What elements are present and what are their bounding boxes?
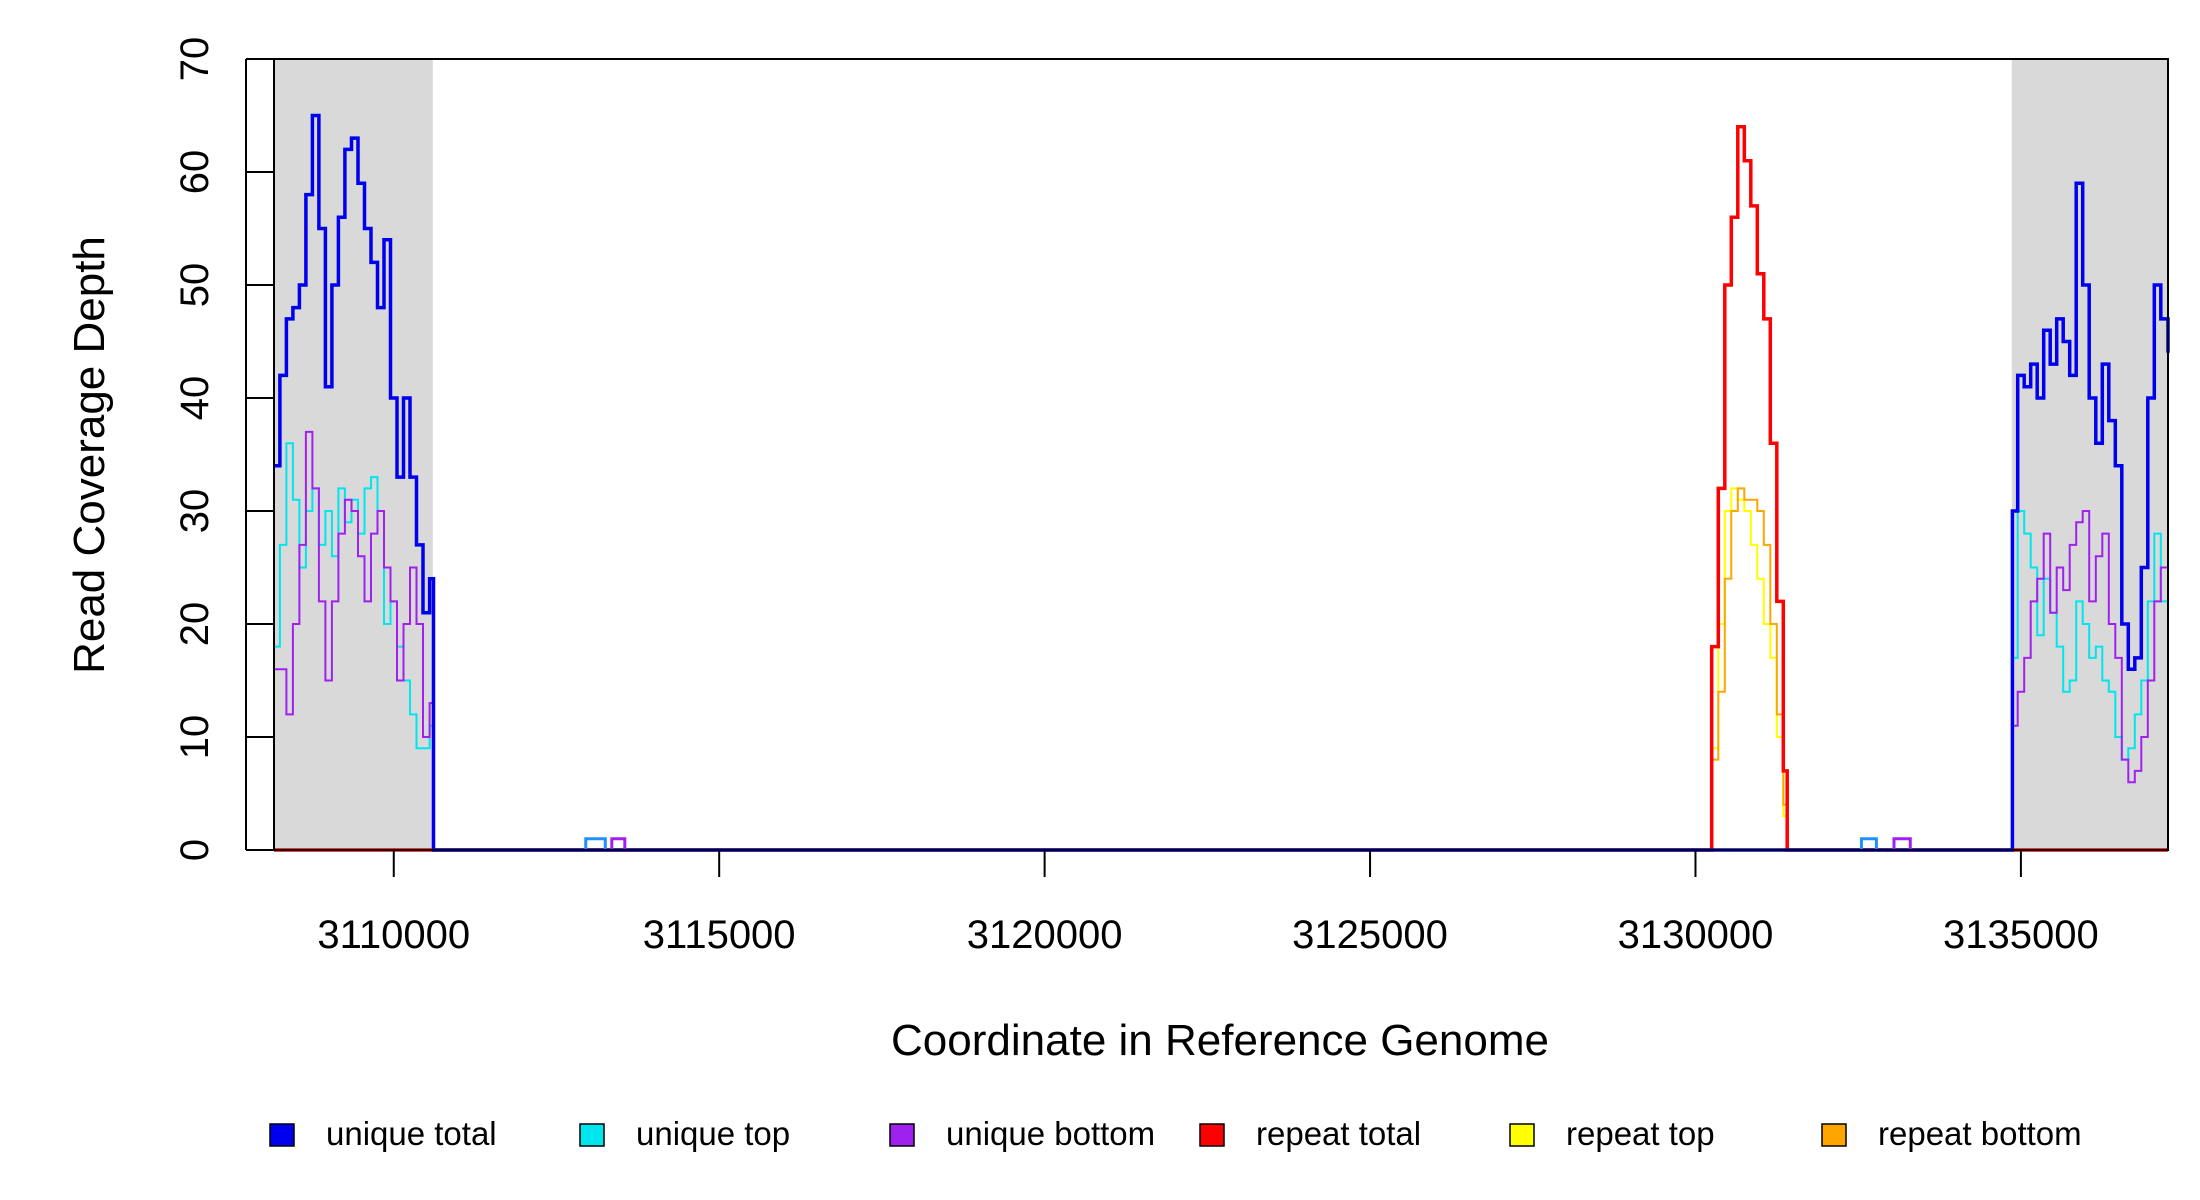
legend-item-unique-total: unique total (269, 1115, 497, 1152)
series-repeat-top (274, 487, 2168, 851)
shaded-region-2 (2011, 59, 2168, 850)
minor-feature-4 (1892, 837, 1912, 850)
legend-swatch (1821, 1123, 1847, 1147)
shaded-region-1 (274, 59, 433, 850)
y-tick-label-50: 50 (173, 263, 217, 308)
series-repeat-bottom (274, 487, 2168, 851)
legend: unique total unique top unique bottom repea… (269, 1115, 2082, 1152)
x-tick-label-3135000: 3135000 (1943, 913, 2099, 957)
minor-features (584, 837, 1912, 850)
legend-item-repeat-top: repeat top (1509, 1115, 1715, 1152)
legend-label: repeat total (1256, 1115, 1421, 1152)
x-axis-title: Coordinate in Reference Genome (891, 1016, 1549, 1065)
x-tick-label-3130000: 3130000 (1618, 913, 1774, 957)
minor-feature-3 (1859, 837, 1878, 850)
legend-item-repeat-total: repeat total (1199, 1115, 1421, 1152)
y-tick-label-0: 0 (173, 839, 217, 861)
legend-label: unique bottom (946, 1115, 1155, 1152)
y-tick-label-30: 30 (173, 489, 217, 534)
series-unique-total (274, 113, 2170, 852)
legend-swatch (579, 1123, 605, 1147)
y-tick-label-10: 10 (173, 715, 217, 760)
y-tick-label-40: 40 (173, 376, 217, 421)
y-axis-title: Read Coverage Depth (65, 236, 114, 674)
legend-label: unique total (326, 1115, 497, 1152)
series-repeat-total (274, 125, 2168, 852)
x-tick-label-3115000: 3115000 (643, 913, 796, 957)
legend-label: repeat top (1566, 1115, 1715, 1152)
series-unique-top (274, 442, 2169, 851)
minor-feature-2 (610, 837, 627, 850)
x-tick-label-3125000: 3125000 (1292, 913, 1448, 957)
series-unique-bottom (274, 430, 2169, 851)
legend-swatch (1509, 1123, 1535, 1147)
legend-label: repeat bottom (1878, 1115, 2082, 1152)
y-tick-label-60: 60 (173, 150, 217, 195)
plot-frame (273, 58, 2169, 851)
x-tick-label-3120000: 3120000 (967, 913, 1123, 957)
legend-item-unique-top: unique top (579, 1115, 790, 1152)
y-tick-label-70: 70 (173, 37, 217, 82)
legend-swatch (269, 1123, 295, 1147)
legend-label: unique top (636, 1115, 790, 1152)
y-axis: 0 10 20 30 40 50 60 70 (173, 37, 274, 861)
legend-swatch (1199, 1123, 1225, 1147)
series-lines (274, 113, 2170, 852)
shaded-regions (274, 59, 2168, 850)
legend-item-unique-bottom: unique bottom (889, 1115, 1155, 1152)
y-tick-label-20: 20 (173, 602, 217, 647)
legend-swatch (889, 1123, 915, 1147)
x-tick-label-3110000: 3110000 (317, 913, 470, 957)
legend-item-repeat-bottom: repeat bottom (1821, 1115, 2082, 1152)
minor-feature-1 (584, 837, 607, 850)
x-axis: 3110000 3115000 3120000 3125000 3130000 31350… (317, 849, 2099, 957)
